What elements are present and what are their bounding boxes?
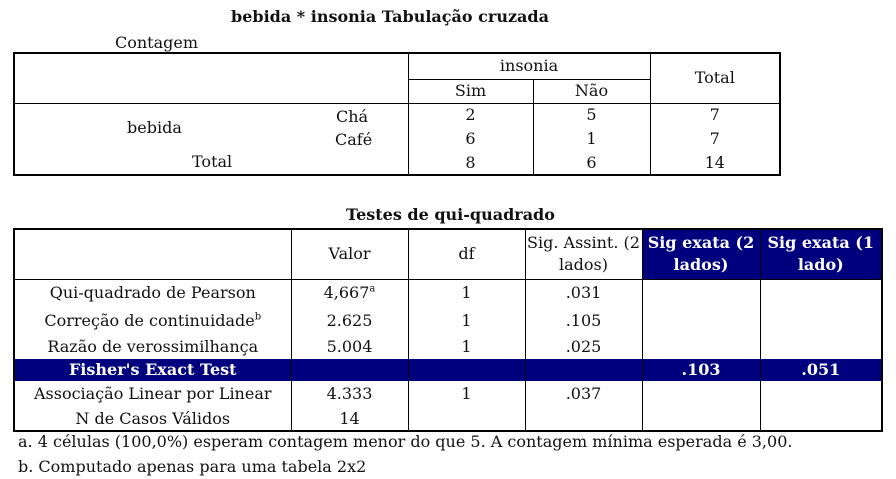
cell: 6 xyxy=(532,151,651,175)
cell: 14 xyxy=(649,151,781,175)
col-header-nao: Não xyxy=(532,78,651,104)
cell: 1 xyxy=(532,127,651,151)
row-label-cafe: Café xyxy=(335,130,373,149)
cell-valor: 14 xyxy=(290,407,408,431)
cell-valor: 2.625 xyxy=(290,307,408,335)
cell-valor: 4,667a xyxy=(290,279,408,307)
header-sig-exata-1: Sig exata (1 lado) xyxy=(759,229,882,280)
chi-square-table: Valor df Sig. Assint. (2 lados) Sig exat… xyxy=(13,228,883,432)
cell-df: 1 xyxy=(407,279,525,307)
col-total-header: Total xyxy=(649,53,781,104)
footnote-marker: a xyxy=(369,283,376,295)
row-label: N de Casos Válidos xyxy=(75,408,231,428)
footnote-a: a. 4 células (100,0%) esperam contagem m… xyxy=(18,432,793,451)
row-bebida-cafe: Café xyxy=(14,127,408,151)
cell: 7 xyxy=(649,127,781,151)
cell-sig: .105 xyxy=(524,307,642,335)
row-bebida-cha: bebida Chá xyxy=(14,103,408,137)
crosstab-table: insonia Total Sim Não bebida Chá 2 5 7 C… xyxy=(13,52,782,176)
row-total: Total xyxy=(14,151,408,175)
row-label: Associação Linear por Linear xyxy=(33,384,272,403)
col-header-sim: Sim xyxy=(407,78,533,104)
cell: 7 xyxy=(649,103,781,127)
chi-title: Testes de qui-quadrado xyxy=(346,205,555,224)
crosstab-title: bebida * insonia Tabulação cruzada xyxy=(231,7,549,26)
header-sig-assint: Sig. Assint. (2 lados) xyxy=(524,229,642,280)
fisher-row: Fisher's Exact Test .103 .051 xyxy=(14,359,882,381)
crosstab-subtitle: Contagem xyxy=(115,33,199,52)
cell: 2 xyxy=(407,103,533,127)
header-df: df xyxy=(407,229,525,280)
cell-valor: 4.333 xyxy=(290,381,408,407)
cell-df: 1 xyxy=(407,307,525,335)
cell-valor: 5.004 xyxy=(290,335,408,359)
cell: 5 xyxy=(532,103,651,127)
cell-df: 1 xyxy=(407,381,525,407)
cell-sig: .037 xyxy=(524,381,642,407)
row-label: Qui-quadrado de Pearson xyxy=(49,283,256,303)
row-label: Razão de verossimilhança xyxy=(47,337,259,356)
row-label: Correção de continuidadeb xyxy=(44,311,262,330)
footnote-b: b. Computado apenas para uma tabela 2x2 xyxy=(18,457,367,476)
row-group-label: bebida xyxy=(127,117,182,137)
cell-exact-1: .051 xyxy=(759,359,882,381)
cell: 6 xyxy=(407,127,533,151)
cell-exact-2: .103 xyxy=(641,359,760,381)
cell: 8 xyxy=(407,151,533,175)
row-label-total: Total xyxy=(192,152,233,171)
col-group-header: insonia xyxy=(407,53,651,79)
cell-df: 1 xyxy=(407,335,525,359)
footnote-marker: b xyxy=(254,311,262,323)
cell-sig: .031 xyxy=(524,279,642,307)
row-label-cha: Chá xyxy=(336,106,369,126)
header-valor: Valor xyxy=(290,229,408,280)
header-sig-exata-2: Sig exata (2 lados) xyxy=(641,229,760,280)
cell-sig: .025 xyxy=(524,335,642,359)
row-label: Fisher's Exact Test xyxy=(14,359,291,381)
